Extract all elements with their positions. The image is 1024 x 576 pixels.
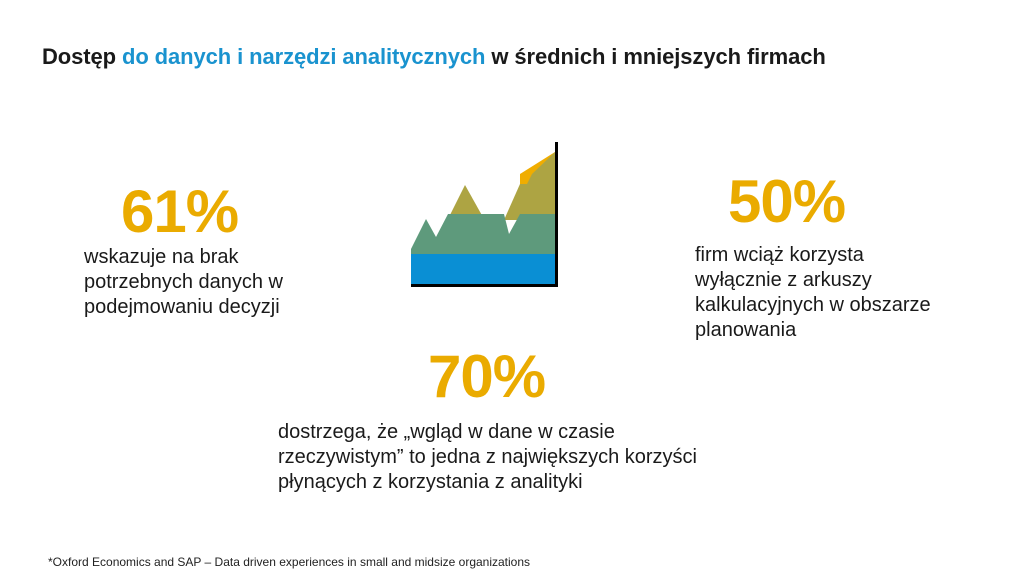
stacked-area-chart-icon <box>411 142 558 287</box>
stat-value: 61% <box>121 178 239 245</box>
title-part-1: Dostęp <box>42 44 122 69</box>
footnote-source: *Oxford Economics and SAP – Data driven … <box>48 555 531 569</box>
page-title: Dostęp do danych i narzędzi analitycznyc… <box>42 44 826 70</box>
stat-description: wskazuje na brak potrzebnych danych w po… <box>84 246 284 318</box>
stat-value: 50% <box>728 168 846 235</box>
title-accent: do danych i narzędzi analitycznych <box>121 44 486 69</box>
stat-description: firm wciąż korzysta wyłącznie z arkuszy … <box>695 244 931 341</box>
stat-value: 70% <box>428 343 546 410</box>
stat-description: dostrzega, że „wgląd w dane w czasie rze… <box>278 421 697 493</box>
title-part-3: w średnich i mniejszych firmach <box>485 44 826 69</box>
